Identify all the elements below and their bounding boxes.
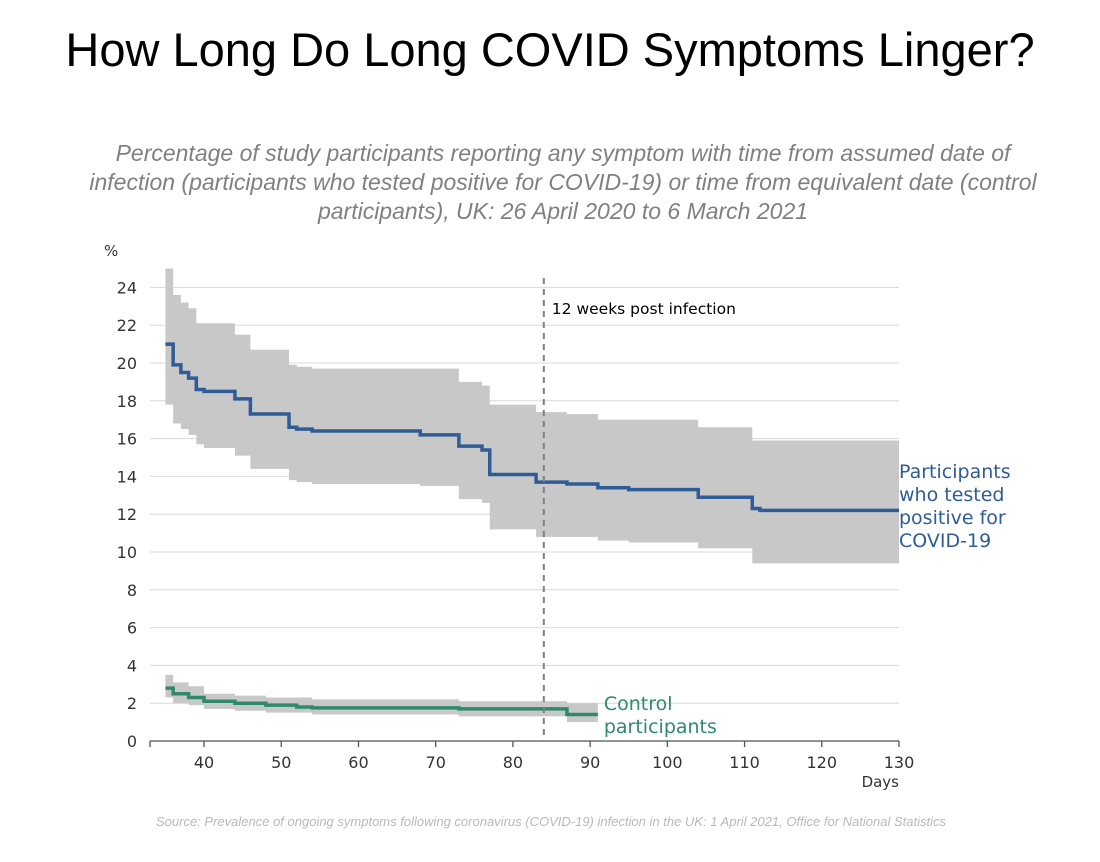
x-tick-label: 40: [194, 753, 214, 772]
confidence-band: [165, 268, 899, 564]
y-tick-label: 8: [127, 581, 137, 600]
x-tick-label: 130: [884, 753, 915, 772]
x-tick-label: 80: [503, 753, 523, 772]
x-tick-label: 70: [426, 753, 446, 772]
series-labels: Participants who tested positive for COVID-…: [542, 278, 1011, 741]
chart-subtitle: Percentage of study participants reporti…: [89, 140, 1037, 224]
series-line: [165, 686, 598, 717]
y-tick-label: 16: [117, 430, 137, 449]
source-note: Source: Prevalence of ongoing symptoms f…: [156, 814, 946, 829]
confidence-band: [165, 674, 598, 723]
y-tick-label: 18: [117, 392, 137, 411]
chart-title: How Long Do Long COVID Symptoms Linger?: [65, 23, 1035, 76]
x-tick-label: 100: [652, 753, 683, 772]
x-tick-label: 60: [348, 753, 368, 772]
confidence-bands: [165, 268, 899, 723]
y-tick-label: 14: [117, 467, 137, 486]
series-line: [165, 342, 899, 513]
x-axis-unit: Days: [862, 773, 900, 791]
y-tick-label: 22: [117, 316, 137, 335]
y-tick-label: 10: [117, 543, 137, 562]
x-tick-label: 90: [580, 753, 600, 772]
x-tick-label: 50: [271, 753, 291, 772]
series-label: Participants who tested positive for COVID-…: [899, 461, 1011, 552]
y-tick-label: 12: [117, 505, 137, 524]
y-tick-label: 0: [127, 732, 137, 751]
y-tick-label: 24: [117, 278, 137, 297]
annotation-label: 12 weeks post infection: [552, 300, 736, 318]
x-tick-label: 110: [729, 753, 760, 772]
series-lines: [165, 342, 899, 717]
y-tick-label: 2: [127, 694, 137, 713]
x-tick-label: 120: [807, 753, 838, 772]
y-tick-label: 6: [127, 619, 137, 638]
y-axis-unit: %: [104, 242, 118, 260]
y-tick-label: 4: [127, 656, 137, 675]
y-tick-label: 20: [117, 354, 137, 373]
series-label: Control participants: [604, 693, 717, 738]
